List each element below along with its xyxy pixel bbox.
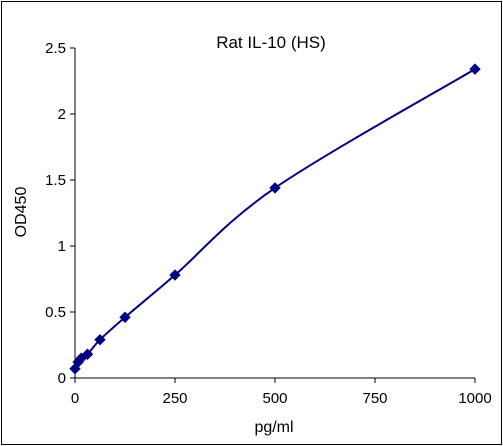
data-point	[81, 348, 94, 360]
data-point	[469, 63, 481, 75]
x-tick-label: 750	[362, 390, 387, 407]
y-tick-label: 2	[58, 106, 66, 123]
data-point	[269, 182, 281, 194]
axes: 0 0.5 1 1.5 2 2.5 0 250 500 750 1000	[45, 40, 492, 407]
y-tick-label: 0.5	[45, 304, 66, 321]
y-tick-label: 1.5	[45, 172, 66, 189]
x-axis-label: pg/ml	[254, 419, 293, 436]
y-tick-label: 0	[58, 370, 66, 387]
y-tick-label: 1	[58, 238, 66, 255]
x-tick-label: 0	[71, 390, 79, 407]
y-axis-label: OD450	[13, 187, 30, 238]
chart-title: Rat IL-10 (HS)	[216, 33, 326, 52]
x-tick-label: 1000	[458, 390, 491, 407]
series	[69, 63, 481, 375]
x-tick-label: 250	[162, 390, 187, 407]
y-tick-label: 2.5	[45, 40, 66, 57]
series-line	[74, 68, 476, 370]
data-point	[119, 311, 131, 323]
x-tick-label: 500	[262, 390, 287, 407]
data-point	[169, 269, 181, 281]
data-point	[94, 334, 106, 346]
